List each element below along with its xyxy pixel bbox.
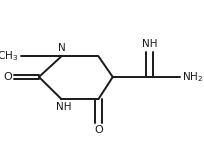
Text: NH: NH <box>55 102 71 112</box>
Text: NH: NH <box>141 39 157 49</box>
Text: O: O <box>3 72 12 82</box>
Text: CH$_3$: CH$_3$ <box>0 49 18 63</box>
Text: O: O <box>94 125 102 135</box>
Text: NH$_2$: NH$_2$ <box>182 70 203 84</box>
Text: N: N <box>57 43 65 53</box>
